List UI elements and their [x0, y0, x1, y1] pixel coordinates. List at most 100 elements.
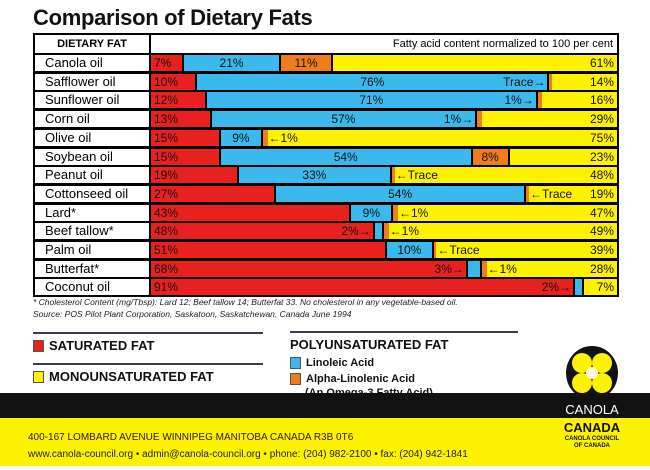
monounsaturated-segment: 7%: [584, 279, 617, 296]
annotation-text: 1%: [280, 130, 298, 145]
segment-annotation: ←1%: [399, 205, 428, 221]
monounsaturated-segment: 61%: [332, 55, 617, 71]
monounsaturated-segment: 16%: [542, 92, 617, 109]
legend-label: POLYUNSATURATED FAT: [290, 337, 449, 352]
row-label: Palm oil: [35, 242, 149, 258]
saturated-swatch: [33, 339, 44, 352]
monounsaturated-segment: 23%: [509, 148, 617, 165]
alpha-linolenic-swatch: [290, 373, 301, 385]
divider: [33, 332, 263, 334]
linoleic-segment: 9%: [351, 204, 392, 221]
monounsaturated-segment: 47%: [397, 204, 617, 221]
linoleic-segment: 71%: [206, 92, 536, 109]
row-label: Lard*: [35, 204, 149, 221]
annotation-text: Trace: [503, 74, 534, 89]
arrow-right-icon: →: [521, 93, 534, 108]
arrow-right-icon: →: [559, 280, 572, 295]
monounsaturated-segment: 28%: [486, 260, 617, 277]
row-label: Soybean oil: [35, 148, 149, 165]
annotation-text: 1%: [443, 112, 462, 127]
saturated-segment: 43%: [151, 204, 350, 221]
saturated-segment: 68%: [151, 260, 466, 277]
legend-monounsaturated: MONOUNSATURATED FAT: [33, 369, 214, 384]
segment-annotation: ←Trace: [530, 186, 572, 202]
monounsaturated-segment: 19%: [528, 185, 617, 202]
annotation-text: Trace: [541, 186, 573, 201]
arrow-right-icon: →: [533, 74, 546, 89]
canola-flower-icon: [566, 346, 618, 400]
segment-annotation: Trace→: [503, 74, 545, 90]
saturated-segment: 51%: [151, 242, 386, 258]
annotation-text: 1%: [401, 224, 419, 239]
saturated-segment: 48%: [151, 223, 373, 240]
segment-annotation: 1%→: [444, 111, 473, 127]
arrow-left-icon: ←: [437, 243, 450, 257]
annotation-text: 1%: [499, 261, 517, 276]
annotation-text: 1%: [410, 205, 429, 220]
contact-info: www.canola-council.org • admin@canola-co…: [28, 449, 468, 460]
arrow-left-icon: ←: [487, 261, 500, 276]
legend-label: MONOUNSATURATED FAT: [49, 369, 214, 384]
row-label: Peanut oil: [35, 167, 149, 184]
saturated-segment: 19%: [151, 167, 237, 184]
alpha-linolenic-segment: [537, 92, 544, 109]
saturated-segment: 7%: [151, 55, 182, 71]
monounsaturated-segment: 14%: [552, 73, 617, 90]
linoleic-swatch: [290, 357, 301, 369]
saturated-segment: 12%: [151, 92, 205, 109]
segment-annotation: 1%→: [504, 92, 533, 108]
black-band: [0, 393, 650, 418]
saturated-segment: 91%: [151, 279, 574, 296]
saturated-segment: 10%: [151, 73, 196, 90]
annotation-text: 1%: [504, 93, 522, 108]
address: 400-167 LOMBARD AVENUE WINNIPEG MANITOBA…: [28, 432, 354, 443]
row-label: Butterfat*: [35, 260, 149, 277]
segment-annotation: ←Trace: [396, 167, 438, 183]
alpha-linolenic-segment: [384, 223, 390, 240]
linoleic-segment: 54%: [220, 148, 471, 165]
legend-label: (An Omega-3 Fatty Acid): [305, 387, 433, 399]
row-label: Coconut oil: [35, 279, 149, 296]
saturated-segment: 13%: [151, 111, 210, 128]
legend-alpha-linolenic: Alpha-Linolenic Acid: [290, 373, 415, 385]
value-header: Fatty acid content normalized to 100 per…: [151, 35, 617, 53]
row-label: Olive oil: [35, 129, 149, 146]
arrow-left-icon: ←: [529, 186, 542, 201]
legend-omega: (An Omega-3 Fatty Acid): [305, 387, 433, 399]
segment-annotation: 2%→: [341, 223, 370, 239]
linoleic-segment: [374, 223, 382, 240]
row-label: Cottonseed oil: [35, 185, 149, 202]
alpha-linolenic-segment: 11%: [281, 55, 331, 71]
linoleic-segment: [575, 279, 583, 296]
logo-line4: OF CANADA: [574, 443, 610, 449]
logo-line1: CANOLA: [565, 402, 619, 417]
monounsaturated-segment: 29%: [481, 111, 617, 128]
linoleic-segment: 21%: [183, 55, 280, 71]
monounsaturated-segment: 49%: [388, 223, 617, 240]
linoleic-segment: 57%: [211, 111, 476, 128]
alpha-linolenic-segment: [262, 129, 269, 146]
linoleic-segment: 9%: [220, 129, 261, 146]
saturated-segment: 15%: [151, 129, 219, 146]
legend-label: Linoleic Acid: [306, 357, 375, 369]
linoleic-segment: 54%: [276, 185, 525, 202]
segment-annotation: ←Trace: [437, 242, 479, 258]
segment-annotation: 3%→: [435, 261, 464, 277]
row-label: Beef tallow*: [35, 223, 149, 240]
annotation-text: 2%: [541, 280, 560, 295]
alpha-linolenic-segment: 8%: [472, 148, 508, 165]
arrow-left-icon: ←: [268, 130, 281, 145]
arrow-right-icon: →: [451, 261, 464, 276]
segment-annotation: 2%→: [542, 279, 571, 295]
row-label: Safflower oil: [35, 73, 149, 90]
row-label: Corn oil: [35, 111, 149, 128]
alpha-linolenic-segment: [477, 111, 484, 128]
arrow-left-icon: ←: [395, 168, 408, 183]
monounsaturated-segment: 39%: [436, 242, 617, 258]
segment-annotation: ←1%: [269, 130, 298, 146]
row-label: Sunflower oil: [35, 92, 149, 109]
legend-label: Alpha-Linolenic Acid: [306, 373, 415, 385]
saturated-segment: 15%: [151, 148, 219, 165]
legend-linoleic: Linoleic Acid: [290, 357, 374, 369]
logo-line2: CANADA: [563, 420, 621, 435]
